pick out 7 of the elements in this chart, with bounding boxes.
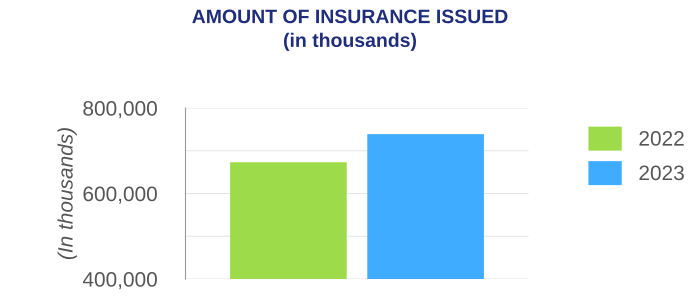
y-axis-title: (In thousands) <box>57 128 77 260</box>
legend-label: 2023 <box>639 166 684 180</box>
y-tick-label: 400,000 <box>82 272 157 290</box>
chart-title: AMOUNT OF INSURANCE ISSUED (in thousands) <box>192 10 508 51</box>
y-tick-label: 800,000 <box>83 101 157 118</box>
y-tick-label: 600,000 <box>83 186 157 204</box>
legend-label: 2022 <box>639 131 684 146</box>
